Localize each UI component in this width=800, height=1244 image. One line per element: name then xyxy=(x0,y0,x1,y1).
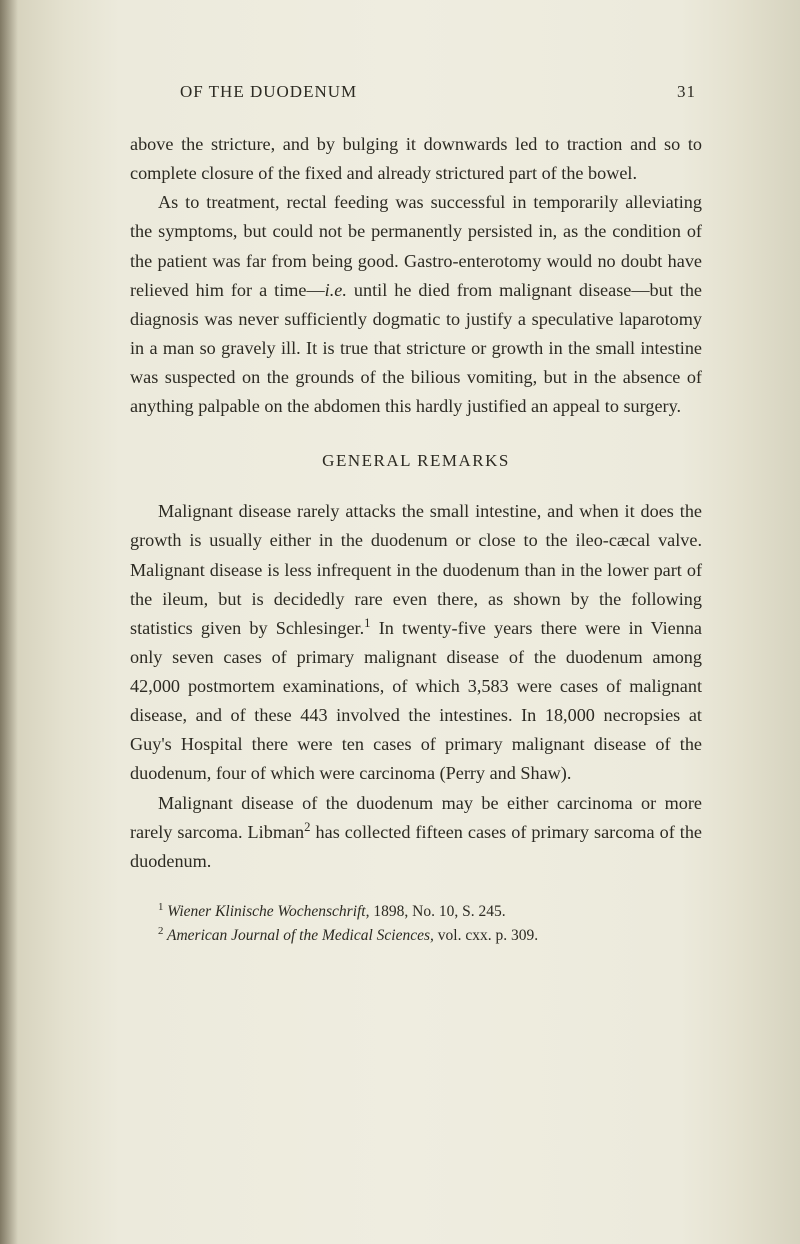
fn1-title: Wiener Klinische Wochenschrift, xyxy=(163,903,369,920)
paragraph-1: above the stricture, and by bulging it d… xyxy=(130,130,702,188)
p2-ie: i.e. xyxy=(325,280,347,300)
footnote-1: 1 Wiener Klinische Wochenschrift, 1898, … xyxy=(130,900,702,924)
page: OF THE DUODENUM 31 above the stricture, … xyxy=(0,0,800,1244)
page-number: 31 xyxy=(677,82,696,102)
paragraph-3: Malignant disease rarely attacks the sma… xyxy=(130,497,702,788)
running-head: OF THE DUODENUM 31 xyxy=(130,82,702,102)
p2-b: until he died from malignant disease—but… xyxy=(130,280,702,417)
p3-b: In twenty-five years there were in Vienn… xyxy=(130,618,702,784)
fn2-title: American Journal of the Medical Sciences… xyxy=(163,927,433,944)
fn2-rest: vol. cxx. p. 309. xyxy=(434,927,538,944)
footnote-2: 2 American Journal of the Medical Scienc… xyxy=(130,924,702,948)
paragraph-2: As to treatment, rectal feeding was succ… xyxy=(130,188,702,421)
section-head: GENERAL REMARKS xyxy=(130,451,702,471)
spine-shadow xyxy=(0,0,18,1244)
paragraph-4: Malignant disease of the duodenum may be… xyxy=(130,789,702,876)
running-title: OF THE DUODENUM xyxy=(180,82,357,102)
fn1-rest: 1898, No. 10, S. 245. xyxy=(370,903,506,920)
footnotes: 1 Wiener Klinische Wochenschrift, 1898, … xyxy=(130,900,702,948)
